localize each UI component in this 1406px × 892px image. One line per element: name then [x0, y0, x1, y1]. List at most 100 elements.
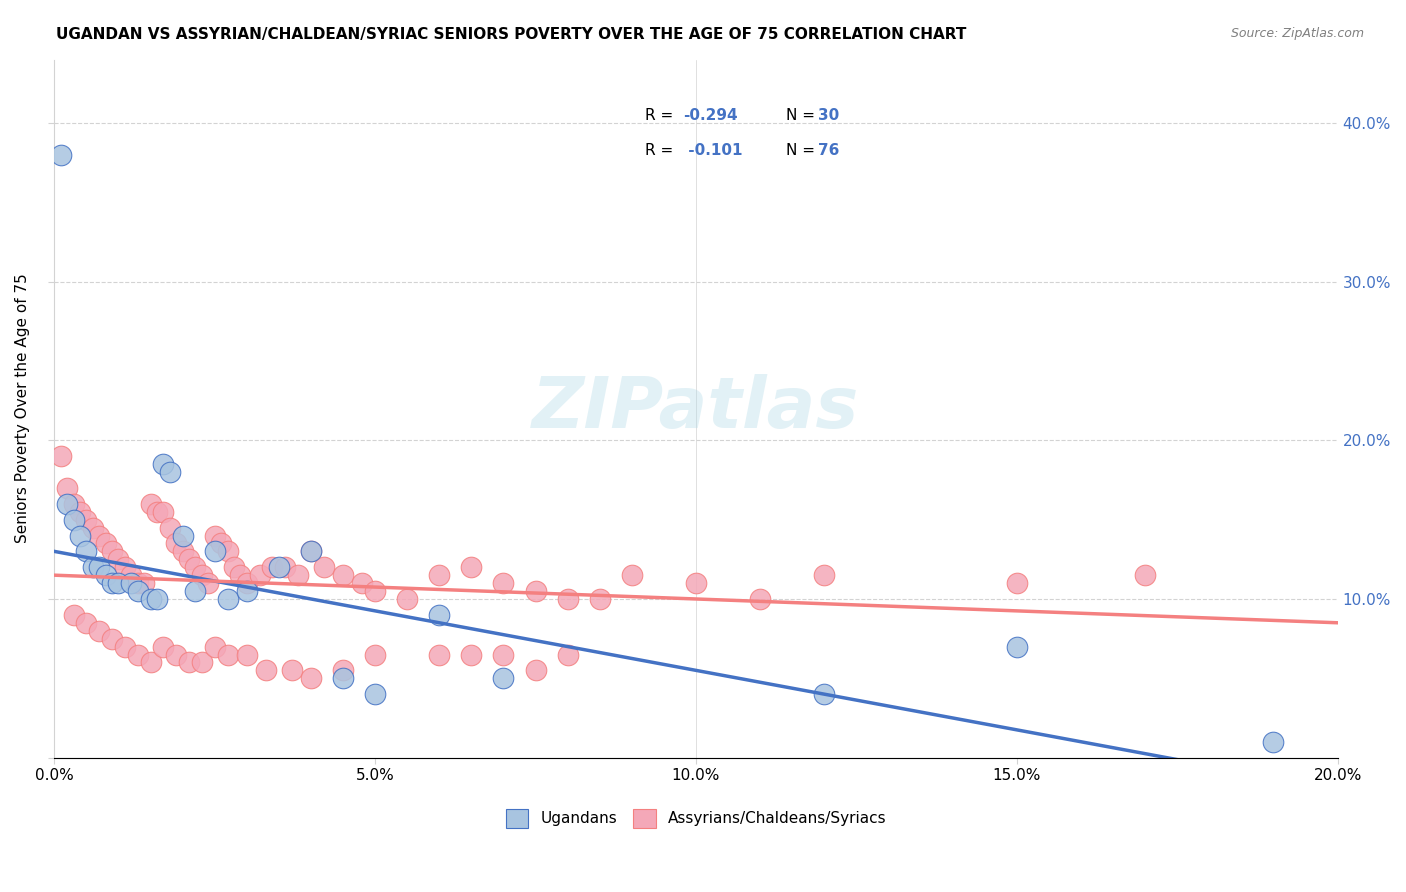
Point: [209, 536, 232, 550]
Point: [364, 584, 387, 599]
Point: [177, 656, 200, 670]
Point: [589, 591, 612, 606]
Point: [460, 560, 482, 574]
Point: [146, 591, 169, 606]
Point: [127, 648, 149, 662]
Point: [127, 584, 149, 599]
Point: [49, 449, 72, 463]
Point: [49, 148, 72, 162]
Point: [312, 560, 335, 574]
Text: 30: 30: [818, 109, 839, 123]
Text: R =: R =: [644, 109, 678, 123]
Point: [249, 568, 271, 582]
Point: [134, 576, 156, 591]
Point: [69, 528, 91, 542]
Point: [427, 568, 450, 582]
Point: [114, 640, 136, 654]
Point: [262, 560, 284, 574]
Point: [492, 671, 515, 685]
Point: [299, 544, 322, 558]
Point: [1133, 568, 1156, 582]
Point: [172, 528, 194, 542]
Point: [217, 591, 239, 606]
Point: [152, 457, 174, 471]
Point: [813, 687, 835, 701]
Point: [94, 536, 117, 550]
Point: [165, 648, 187, 662]
Point: [236, 648, 259, 662]
Point: [364, 687, 387, 701]
Point: [101, 544, 124, 558]
Point: [685, 576, 707, 591]
Point: [364, 648, 387, 662]
Point: [524, 664, 547, 678]
Point: [120, 568, 142, 582]
Point: [299, 671, 322, 685]
Text: N =: N =: [786, 109, 820, 123]
Text: N =: N =: [786, 144, 820, 159]
Point: [139, 656, 162, 670]
Point: [332, 664, 354, 678]
Point: [56, 497, 79, 511]
Text: ZIPatlas: ZIPatlas: [533, 374, 859, 443]
Point: [75, 544, 97, 558]
Text: -0.294: -0.294: [683, 109, 738, 123]
Text: Source: ZipAtlas.com: Source: ZipAtlas.com: [1230, 27, 1364, 40]
Point: [107, 576, 129, 591]
Point: [557, 648, 579, 662]
Point: [159, 465, 181, 479]
Point: [236, 584, 259, 599]
Point: [191, 656, 214, 670]
Point: [139, 497, 162, 511]
Point: [127, 576, 149, 591]
Point: [152, 505, 174, 519]
Point: [396, 591, 419, 606]
Point: [492, 576, 515, 591]
Point: [204, 640, 226, 654]
Y-axis label: Seniors Poverty Over the Age of 75: Seniors Poverty Over the Age of 75: [15, 274, 30, 543]
Point: [191, 568, 214, 582]
Legend: Ugandans, Assyrians/Chaldeans/Syriacs: Ugandans, Assyrians/Chaldeans/Syriacs: [499, 803, 893, 834]
Point: [524, 584, 547, 599]
Point: [82, 560, 104, 574]
Point: [427, 607, 450, 622]
Point: [75, 513, 97, 527]
Text: UGANDAN VS ASSYRIAN/CHALDEAN/SYRIAC SENIORS POVERTY OVER THE AGE OF 75 CORRELATI: UGANDAN VS ASSYRIAN/CHALDEAN/SYRIAC SENI…: [56, 27, 966, 42]
Point: [287, 568, 309, 582]
Point: [94, 568, 117, 582]
Point: [69, 505, 91, 519]
Point: [165, 536, 187, 550]
Point: [89, 624, 111, 638]
Point: [460, 648, 482, 662]
Point: [89, 560, 111, 574]
Point: [184, 584, 207, 599]
Point: [1005, 640, 1028, 654]
Point: [204, 528, 226, 542]
Point: [120, 576, 142, 591]
Text: 76: 76: [818, 144, 839, 159]
Text: R =: R =: [644, 144, 678, 159]
Point: [56, 481, 79, 495]
Point: [557, 591, 579, 606]
Point: [177, 552, 200, 566]
Point: [152, 640, 174, 654]
Point: [101, 576, 124, 591]
Point: [101, 632, 124, 646]
Point: [427, 648, 450, 662]
Point: [222, 560, 245, 574]
Point: [184, 560, 207, 574]
Point: [197, 576, 219, 591]
Point: [813, 568, 835, 582]
Point: [62, 607, 84, 622]
Point: [217, 544, 239, 558]
Point: [280, 664, 302, 678]
Point: [749, 591, 772, 606]
Point: [75, 615, 97, 630]
Point: [1005, 576, 1028, 591]
Point: [62, 513, 84, 527]
Point: [172, 544, 194, 558]
Point: [254, 664, 277, 678]
Text: -0.101: -0.101: [683, 144, 742, 159]
Point: [146, 505, 169, 519]
Point: [1263, 735, 1285, 749]
